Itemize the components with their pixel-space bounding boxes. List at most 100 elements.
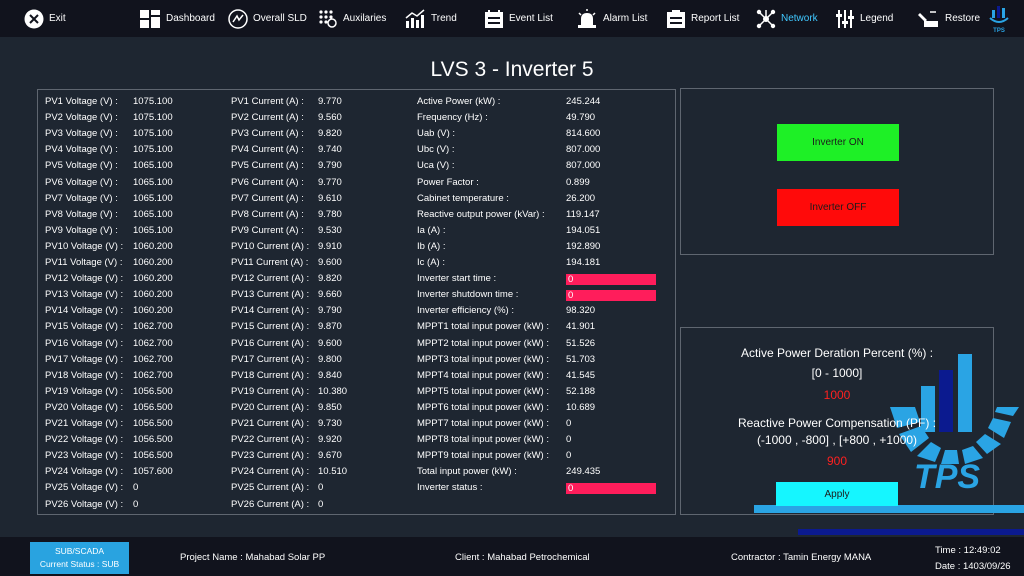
measurement-label: Inverter start time : [417,273,497,285]
pv-voltage-label: PV19 Voltage (V) : [45,385,124,397]
alarm-list-button[interactable]: Alarm List [576,0,647,37]
pv-current-label: PV15 Current (A) : [231,321,310,333]
pv-current-label: PV26 Current (A) : [231,498,310,510]
pv-voltage-value: 1062.700 [133,337,173,349]
overall-sld-button[interactable]: Overall SLD [228,0,307,37]
measurement-value: 249.435 [566,466,601,478]
auxiliaries-button[interactable]: Auxilaries [318,0,386,37]
trend-button[interactable]: Trend [404,0,457,37]
measurement-value: 0 [566,450,572,462]
measurement-value: 52.188 [566,385,596,397]
pv-voltage-label: PV22 Voltage (V) : [45,434,124,446]
auxiliaries-icon [319,9,337,28]
pv-voltage-label: PV23 Voltage (V) : [45,450,124,462]
pv-voltage-value: 1075.100 [133,112,173,124]
measurement-value: 51.703 [566,353,596,365]
pv-voltage-value: 1056.500 [133,418,173,429]
pv-current-value: 9.920 [318,434,342,446]
pv-current-value: 9.670 [318,450,342,462]
measurement-value: 119.147 [566,208,600,220]
pv-current-label: PV14 Current (A) : [231,305,310,317]
pv-current-value: 9.910 [318,240,342,252]
inverter-on-button[interactable]: Inverter ON [777,124,899,161]
measurement-value: 0.899 [566,176,590,188]
event-list-button[interactable]: Event List [484,0,553,37]
pv-current-value: 9.820 [318,128,342,140]
pv-current-value: 9.780 [318,208,342,220]
overall-sld-label: Overall SLD [253,13,307,24]
tps-logo-text: TPS [914,458,980,495]
pv-current-value: 9.850 [318,401,342,413]
measurement-label: Ia (A) : [417,224,446,236]
pv-current-label: PV9 Current (A) : [231,224,304,236]
pv-voltage-value: 1056.500 [133,450,173,462]
project-name: Project Name : Mahabad Solar PP [180,552,326,563]
pv-voltage-value: 0 [133,482,139,494]
pv-current-value: 9.770 [318,176,342,188]
measurement-label: Ib (A) : [417,240,446,252]
trend-label: Trend [431,13,457,24]
pv-current-label: PV6 Current (A) : [231,176,304,188]
sub-scada-status-badge[interactable]: SUB/SCADA Current Status : SUB [30,542,129,574]
pv-current-label: PV1 Current (A) : [231,96,304,107]
pv-voltage-value: 0 [133,498,139,510]
apply-button[interactable]: Apply [776,482,898,506]
report-icon [667,9,685,28]
legend-button[interactable]: Legend [835,0,893,37]
report-list-button[interactable]: Report List [666,0,739,37]
pv-current-label: PV23 Current (A) : [231,450,310,462]
pv-current-value: 9.600 [318,337,342,349]
measurement-value: 41.901 [566,321,596,333]
pv-current-label: PV4 Current (A) : [231,144,304,156]
measurement-value: 0 [566,418,572,429]
measurement-label: MPPT6 total input power (kW) : [417,401,549,413]
measurement-value: 0 [566,273,656,285]
pv-current-label: PV11 Current (A) : [231,257,309,268]
measurement-label: MPPT5 total input power (kW) : [417,385,549,397]
pv-current-value: 9.730 [318,418,342,429]
pv-current-value: 9.740 [318,144,342,156]
network-icon [756,9,776,28]
pv-voltage-value: 1056.500 [133,401,173,413]
measurement-label: Inverter efficiency (%) : [417,305,514,317]
pv-current-value: 9.790 [318,305,342,317]
pv-voltage-label: PV14 Voltage (V) : [45,305,124,317]
measurement-value: 807.000 [566,144,601,156]
network-button[interactable]: Network [756,0,818,37]
reactive-power-value-input[interactable]: 900 [826,454,848,468]
measurement-value: 194.181 [566,257,601,268]
measurement-label: Frequency (Hz) : [417,112,488,124]
pv-current-value: 0 [318,498,324,510]
restore-button[interactable]: Restore [918,0,980,37]
inverter-off-button[interactable]: Inverter OFF [777,189,899,226]
pv-voltage-label: PV8 Voltage (V) : [45,208,118,220]
pv-voltage-value: 1060.200 [133,289,173,301]
dashboard-button[interactable]: Dashboard [139,0,215,37]
pv-current-label: PV21 Current (A) : [231,418,310,429]
trend-icon [405,8,425,28]
measurement-label: MPPT9 total input power (kW) : [417,450,549,462]
measurement-label: Active Power (kW) : [417,96,501,107]
dashboard-icon [140,9,160,28]
measurement-label: Ic (A) : [417,257,445,268]
pv-current-value: 10.380 [318,385,348,397]
measurement-label: MPPT8 total input power (kW) : [417,434,549,446]
inverter-data-panel [37,89,676,515]
active-power-value-input[interactable]: 1000 [823,388,851,402]
measurement-label: Reactive output power (kVar) : [417,208,545,220]
pv-current-label: PV5 Current (A) : [231,160,304,172]
pv-current-label: PV19 Current (A) : [231,385,310,397]
logo-stripe-light [754,505,1024,513]
pv-current-value: 9.840 [318,369,342,381]
pv-voltage-label: PV6 Voltage (V) : [45,176,118,188]
active-power-deration-label: Active Power Deration Percent (%) : [740,346,934,360]
measurement-value: 0 [566,434,572,446]
reactive-power-compensation-label: Reactive Power Compensation (PF) : [737,416,937,430]
exit-label: Exit [49,13,66,24]
report-list-label: Report List [691,13,740,24]
pv-voltage-value: 1075.100 [133,144,173,156]
measurement-value: 807.000 [566,160,601,172]
exit-button[interactable]: Exit [24,0,66,37]
pv-voltage-value: 1056.500 [133,434,173,446]
measurement-value: 245.244 [566,96,601,107]
